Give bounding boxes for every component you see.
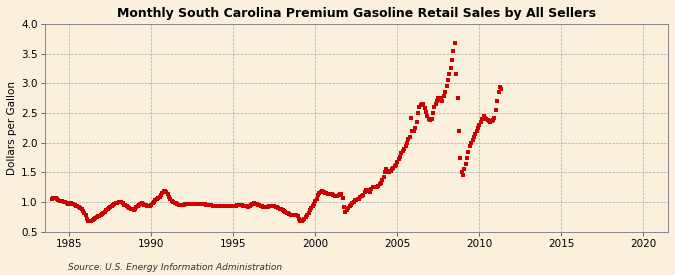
Text: Source: U.S. Energy Information Administration: Source: U.S. Energy Information Administ…	[68, 263, 281, 272]
Title: Monthly South Carolina Premium Gasoline Retail Sales by All Sellers: Monthly South Carolina Premium Gasoline …	[117, 7, 596, 20]
Y-axis label: Dollars per Gallon: Dollars per Gallon	[7, 81, 17, 175]
